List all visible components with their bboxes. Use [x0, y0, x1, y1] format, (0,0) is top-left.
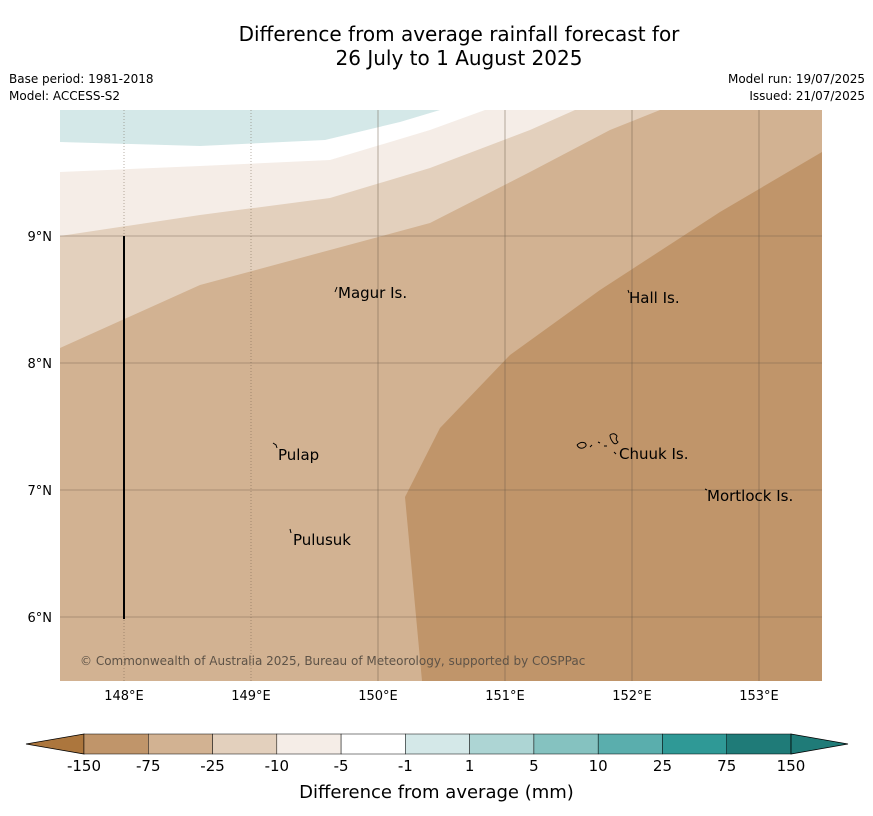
lon-tick-label: 153°E — [739, 689, 779, 704]
lat-tick-label: 6°N — [28, 611, 53, 626]
place-label-chuuk: Chuuk Is. — [619, 445, 688, 463]
copyright-text: © Commonwealth of Australia 2025, Bureau… — [80, 654, 585, 668]
colorbar-tick-label: -1 — [398, 757, 413, 775]
colorbar-extend-low — [25, 733, 85, 755]
island-hall-shape — [627, 289, 630, 294]
lat-tick-label: 9°N — [28, 230, 53, 245]
colorbar-swatch — [212, 733, 278, 755]
lon-tick-label: 152°E — [612, 689, 652, 704]
region-plus-1 — [60, 110, 440, 146]
longitude-tick-labels: 148°E 149°E 150°E 151°E 152°E 153°E — [104, 689, 779, 704]
island-magur-shape — [334, 286, 338, 293]
title-line-1: Difference from average rainfall forecas… — [238, 22, 680, 46]
issued-text: Issued: 21/07/2025 — [749, 89, 865, 103]
colorbar-tick-label: 150 — [777, 757, 806, 775]
colorbar-tick-label: -75 — [136, 757, 161, 775]
place-label-hall: Hall Is. — [629, 289, 680, 307]
colorbar-tick-label: 1 — [465, 757, 475, 775]
colorbar-tick-label: 10 — [589, 757, 608, 775]
model-run-text: Model run: 19/07/2025 — [727, 72, 865, 86]
colorbar-tick-label: -10 — [265, 757, 290, 775]
island-chuuk-shape — [576, 433, 619, 455]
colorbar-swatch — [533, 733, 599, 755]
lon-tick-label: 148°E — [104, 689, 144, 704]
colorbar-tick-label: 5 — [529, 757, 539, 775]
colorbar-tick-label: -5 — [334, 757, 349, 775]
latitude-tick-labels: 9°N 8°N 7°N 6°N — [28, 230, 53, 626]
colorbar-extend-high — [790, 733, 849, 755]
lon-tick-label: 150°E — [358, 689, 398, 704]
map-area — [60, 110, 822, 681]
base-period-text: Base period: 1981-2018 — [9, 72, 154, 86]
colorbar-swatch — [597, 733, 663, 755]
title-line-2: 26 July to 1 August 2025 — [335, 46, 583, 70]
island-pulap-shape — [272, 442, 278, 449]
lon-tick-label: 149°E — [231, 689, 271, 704]
colorbar-tick-label: -150 — [67, 757, 101, 775]
colorbar-tick-label: 75 — [717, 757, 736, 775]
model-text: Model: ACCESS-S2 — [9, 89, 121, 103]
colorbar-tick-label: 25 — [653, 757, 672, 775]
colorbar-label: Difference from average (mm) — [299, 782, 574, 803]
colorbar-swatch — [276, 733, 342, 755]
colorbar-swatch — [405, 733, 470, 755]
colorbar-swatch — [83, 733, 149, 755]
meta-left: Base period: 1981-2018 Model: ACCESS-S2 — [9, 71, 154, 105]
colorbar-swatch — [469, 733, 535, 755]
place-label-pulap: Pulap — [278, 446, 319, 464]
lat-tick-label: 8°N — [28, 357, 53, 372]
colorbar: -150 -75 -25 -10 -5 -1 1 5 10 25 75 150 — [25, 733, 849, 775]
lon-tick-label: 151°E — [485, 689, 525, 704]
island-outlines — [272, 286, 708, 534]
colorbar-swatch — [340, 733, 406, 755]
colorbar-swatch — [148, 733, 213, 755]
place-label-magur: Magur Is. — [338, 284, 407, 302]
place-label-mortlock: Mortlock Is. — [707, 487, 793, 505]
island-pulusuk-shape — [289, 528, 292, 534]
place-label-pulusuk: Pulusuk — [293, 531, 351, 549]
lat-tick-label: 7°N — [28, 484, 53, 499]
colorbar-swatch — [726, 733, 792, 755]
island-mortlock-shape — [704, 488, 708, 491]
place-labels: Magur Is. Hall Is. Pulap Chuuk Is. Mortl… — [278, 284, 793, 549]
colorbar-swatch — [662, 733, 727, 755]
colorbar-tick-label: -25 — [200, 757, 225, 775]
meta-right: Model run: 19/07/2025 Issued: 21/07/2025 — [728, 71, 865, 105]
map-title: Difference from average rainfall forecas… — [0, 22, 873, 70]
region-minus-75 — [405, 152, 822, 681]
gridlines — [60, 110, 822, 681]
